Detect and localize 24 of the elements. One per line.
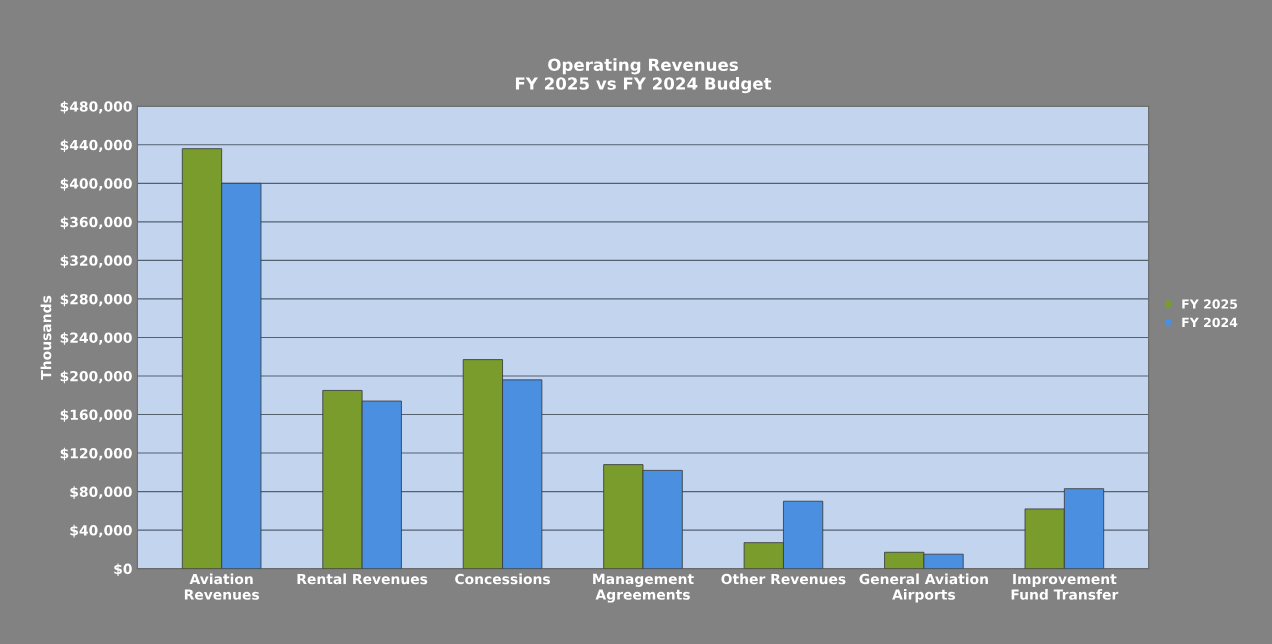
y-tick-label: $120,000 xyxy=(60,447,132,461)
y-tick-label: $160,000 xyxy=(60,409,132,422)
y-tick-label: $200,000 xyxy=(60,370,132,384)
x-tick-label: Rental Revenues xyxy=(297,573,428,585)
x-tick-label: Management Agreements xyxy=(593,573,694,603)
x-tick-label: Other Revenues xyxy=(721,573,846,585)
y-tick-label: $80,000 xyxy=(70,486,132,499)
y-tick-label: $440,000 xyxy=(60,139,132,153)
x-tick-label: Improvement Fund Transfer xyxy=(1011,573,1119,600)
x-tick-label: Aviation Revenues xyxy=(184,573,260,600)
y-axis-title: Thousands xyxy=(40,295,52,380)
chart-title: Operating Revenues FY 2025 vs FY 2024 Budget xyxy=(515,58,772,94)
x-tick-label: General Aviation Airports xyxy=(859,573,988,603)
y-tick-label: $360,000 xyxy=(60,216,132,230)
y-tick-label: $40,000 xyxy=(70,524,132,538)
legend-label: FY 2025 xyxy=(1182,299,1238,309)
y-tick-label: $0 xyxy=(114,563,132,576)
y-tick-label: $240,000 xyxy=(60,332,132,345)
y-tick-label: $320,000 xyxy=(60,255,132,268)
legend-label: FY 2024 xyxy=(1182,317,1238,328)
y-tick-label: $400,000 xyxy=(60,178,132,191)
y-tick-label: $480,000 xyxy=(60,100,132,114)
x-tick-label: Concessions xyxy=(455,573,551,585)
y-tick-label: $280,000 xyxy=(60,293,132,307)
